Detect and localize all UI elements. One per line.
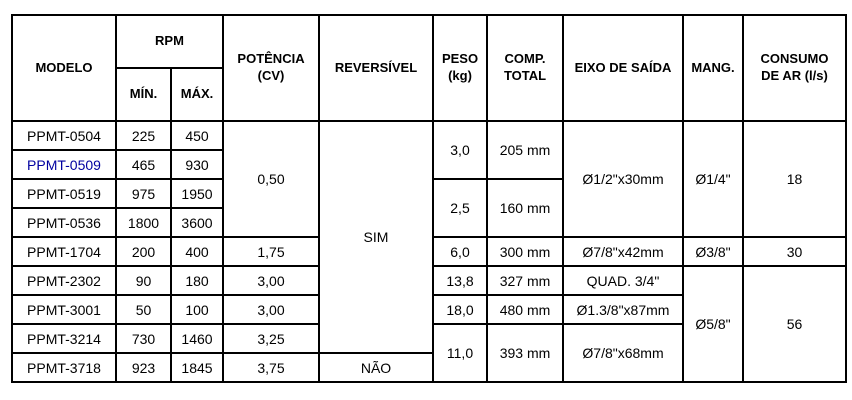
cell-rpm-max: 1460 bbox=[170, 323, 224, 354]
cell-rpm-min: 200 bbox=[115, 236, 172, 267]
cell-mang-merged: Ø5/8" bbox=[682, 265, 744, 383]
cell-reversivel-sim-merged: SIM bbox=[318, 120, 434, 354]
cell-mang-merged: Ø1/4" bbox=[682, 120, 744, 238]
header-rpm: RPM bbox=[115, 14, 224, 69]
header-potencia: POTÊNCIA (CV) bbox=[222, 14, 320, 122]
cell-comp-merged: 205 mm bbox=[486, 120, 564, 180]
cell-eixo-merged: Ø7/8"x68mm bbox=[562, 323, 684, 383]
cell-potencia: 3,25 bbox=[222, 323, 320, 354]
spec-table-container: MODELO RPM POTÊNCIA (CV) REVERSÍVEL PESO… bbox=[11, 14, 847, 383]
cell-consumo-merged: 18 bbox=[742, 120, 847, 238]
cell-modelo: PPMT-1704 bbox=[11, 236, 117, 267]
cell-potencia: 3,00 bbox=[222, 294, 320, 325]
cell-rpm-max: 1950 bbox=[170, 178, 224, 209]
cell-comp-merged: 160 mm bbox=[486, 178, 564, 238]
table-row-ppmt-3718: PPMT-3718 923 1845 3,75 NÃO bbox=[11, 352, 846, 383]
table-row-ppmt-0504: PPMT-0504 225 450 0,50 SIM 3,0 205 mm Ø1… bbox=[11, 120, 847, 354]
cell-rpm-max: 930 bbox=[170, 149, 224, 180]
cell-eixo: Ø7/8"x42mm bbox=[562, 236, 684, 267]
table-row-ppmt-0536: PPMT-0536 1800 3600 bbox=[11, 207, 846, 238]
cell-comp: 480 mm bbox=[486, 294, 564, 325]
cell-modelo: PPMT-3214 bbox=[11, 323, 117, 354]
cell-eixo: QUAD. 3/4" bbox=[562, 265, 684, 296]
cell-comp: 327 mm bbox=[486, 265, 564, 296]
cell-rpm-max: 450 bbox=[170, 120, 224, 151]
cell-modelo: PPMT-3001 bbox=[11, 294, 117, 325]
header-reversivel: REVERSÍVEL bbox=[318, 14, 434, 122]
table-row-ppmt-1704: PPMT-1704 200 400 1,75 6,0 300 mm Ø7/8"x… bbox=[11, 236, 847, 267]
cell-rpm-max: 400 bbox=[170, 236, 224, 267]
cell-consumo-merged: 56 bbox=[742, 265, 847, 383]
cell-potencia: 3,75 bbox=[222, 352, 320, 383]
table-row-ppmt-3001: PPMT-3001 50 100 3,00 18,0 480 mm Ø1.3/8… bbox=[11, 294, 846, 325]
cell-modelo: PPMT-3718 bbox=[11, 352, 117, 383]
cell-modelo-highlighted: PPMT-0509 bbox=[11, 149, 117, 180]
cell-rpm-min: 730 bbox=[115, 323, 172, 354]
cell-rpm-min: 975 bbox=[115, 178, 172, 209]
cell-rpm-min: 90 bbox=[115, 265, 172, 296]
cell-peso-merged: 2,5 bbox=[432, 178, 488, 238]
cell-rpm-max: 180 bbox=[170, 265, 224, 296]
cell-consumo: 30 bbox=[742, 236, 847, 267]
cell-modelo: PPMT-0536 bbox=[11, 207, 117, 238]
cell-modelo: PPMT-0519 bbox=[11, 178, 117, 209]
spec-table: MODELO RPM POTÊNCIA (CV) REVERSÍVEL PESO… bbox=[11, 14, 847, 383]
cell-rpm-min: 923 bbox=[115, 352, 172, 383]
cell-eixo-merged: Ø1/2"x30mm bbox=[562, 120, 684, 238]
cell-reversivel-nao: NÃO bbox=[318, 352, 434, 383]
cell-potencia: 1,75 bbox=[222, 236, 320, 267]
header-modelo: MODELO bbox=[11, 14, 117, 122]
cell-potencia-merged: 0,50 bbox=[222, 120, 320, 238]
header-rpm-min: MÍN. bbox=[115, 67, 172, 122]
cell-mang: Ø3/8" bbox=[682, 236, 744, 267]
header-mang: MANG. bbox=[682, 14, 744, 122]
cell-peso: 13,8 bbox=[432, 265, 488, 296]
table-row-ppmt-2302: PPMT-2302 90 180 3,00 13,8 327 mm QUAD. … bbox=[11, 265, 847, 383]
table-row-ppmt-3214: PPMT-3214 730 1460 3,25 11,0 393 mm Ø7/8… bbox=[11, 323, 846, 383]
table-row-ppmt-0509-highlighted: PPMT-0509 465 930 bbox=[11, 149, 846, 180]
header-peso: PESO (kg) bbox=[432, 14, 488, 122]
table-row-ppmt-0519: PPMT-0519 975 1950 2,5 160 mm bbox=[11, 178, 846, 238]
cell-peso-merged: 11,0 bbox=[432, 323, 488, 383]
cell-peso-merged: 3,0 bbox=[432, 120, 488, 180]
header-consumo-de-ar: CONSUMO DE AR (l/s) bbox=[742, 14, 847, 122]
cell-modelo: PPMT-0504 bbox=[11, 120, 117, 151]
cell-eixo: Ø1.3/8"x87mm bbox=[562, 294, 684, 325]
cell-rpm-max: 1845 bbox=[170, 352, 224, 383]
cell-rpm-max: 3600 bbox=[170, 207, 224, 238]
cell-potencia: 3,00 bbox=[222, 265, 320, 296]
cell-rpm-min: 465 bbox=[115, 149, 172, 180]
cell-rpm-min: 1800 bbox=[115, 207, 172, 238]
cell-rpm-min: 225 bbox=[115, 120, 172, 151]
header-rpm-max: MÁX. bbox=[170, 67, 224, 122]
header-comp-total: COMP. TOTAL bbox=[486, 14, 564, 122]
cell-comp: 300 mm bbox=[486, 236, 564, 267]
cell-peso: 18,0 bbox=[432, 294, 488, 325]
cell-comp-merged: 393 mm bbox=[486, 323, 564, 383]
cell-peso: 6,0 bbox=[432, 236, 488, 267]
cell-rpm-min: 50 bbox=[115, 294, 172, 325]
cell-rpm-max: 100 bbox=[170, 294, 224, 325]
cell-modelo: PPMT-2302 bbox=[11, 265, 117, 296]
header-eixo-de-saida: EIXO DE SAÍDA bbox=[562, 14, 684, 122]
